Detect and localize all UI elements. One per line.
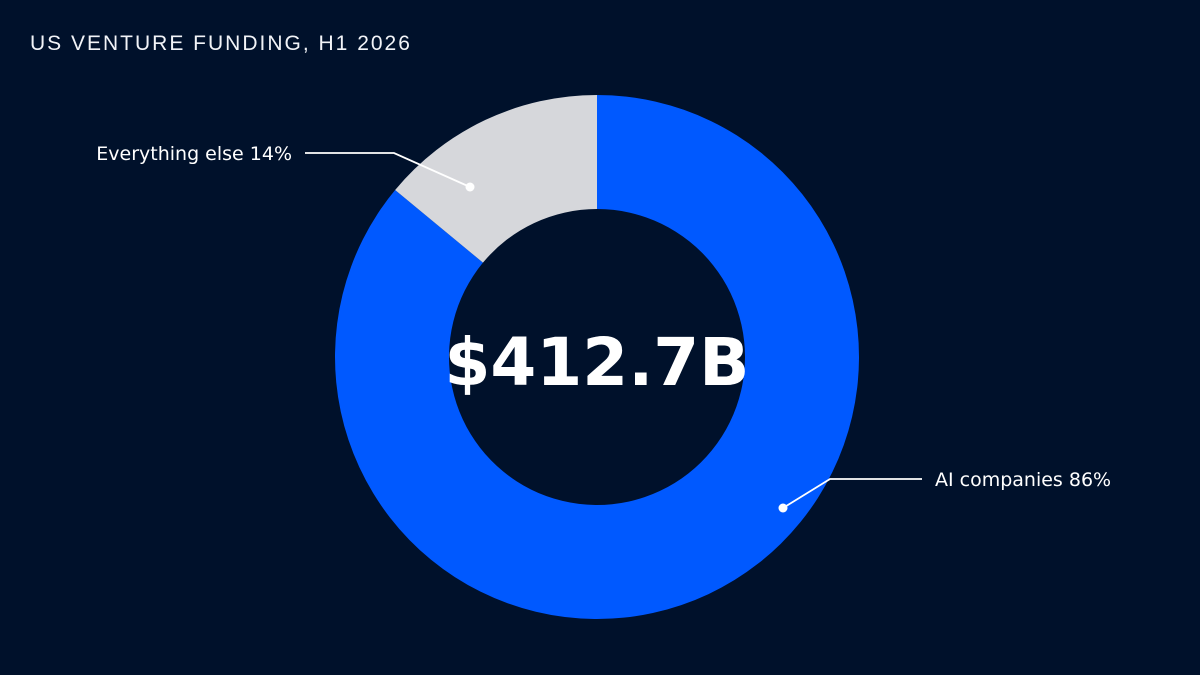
slice-label-other: Everything else 14% (96, 143, 292, 165)
leader-line-other (305, 152, 471, 188)
leader-line-ai (782, 478, 922, 509)
donut-slices (334, 95, 859, 619)
slice-label-ai: AI companies 86% (935, 469, 1111, 491)
leader-dot-ai (778, 503, 788, 513)
chart-title: US VENTURE FUNDING, H1 2026 (30, 32, 412, 55)
donut-slice-other (395, 95, 597, 263)
donut-slice-ai (334, 95, 859, 619)
leader-dot-other (465, 182, 475, 192)
center-total-label: $412.7B (445, 324, 750, 401)
